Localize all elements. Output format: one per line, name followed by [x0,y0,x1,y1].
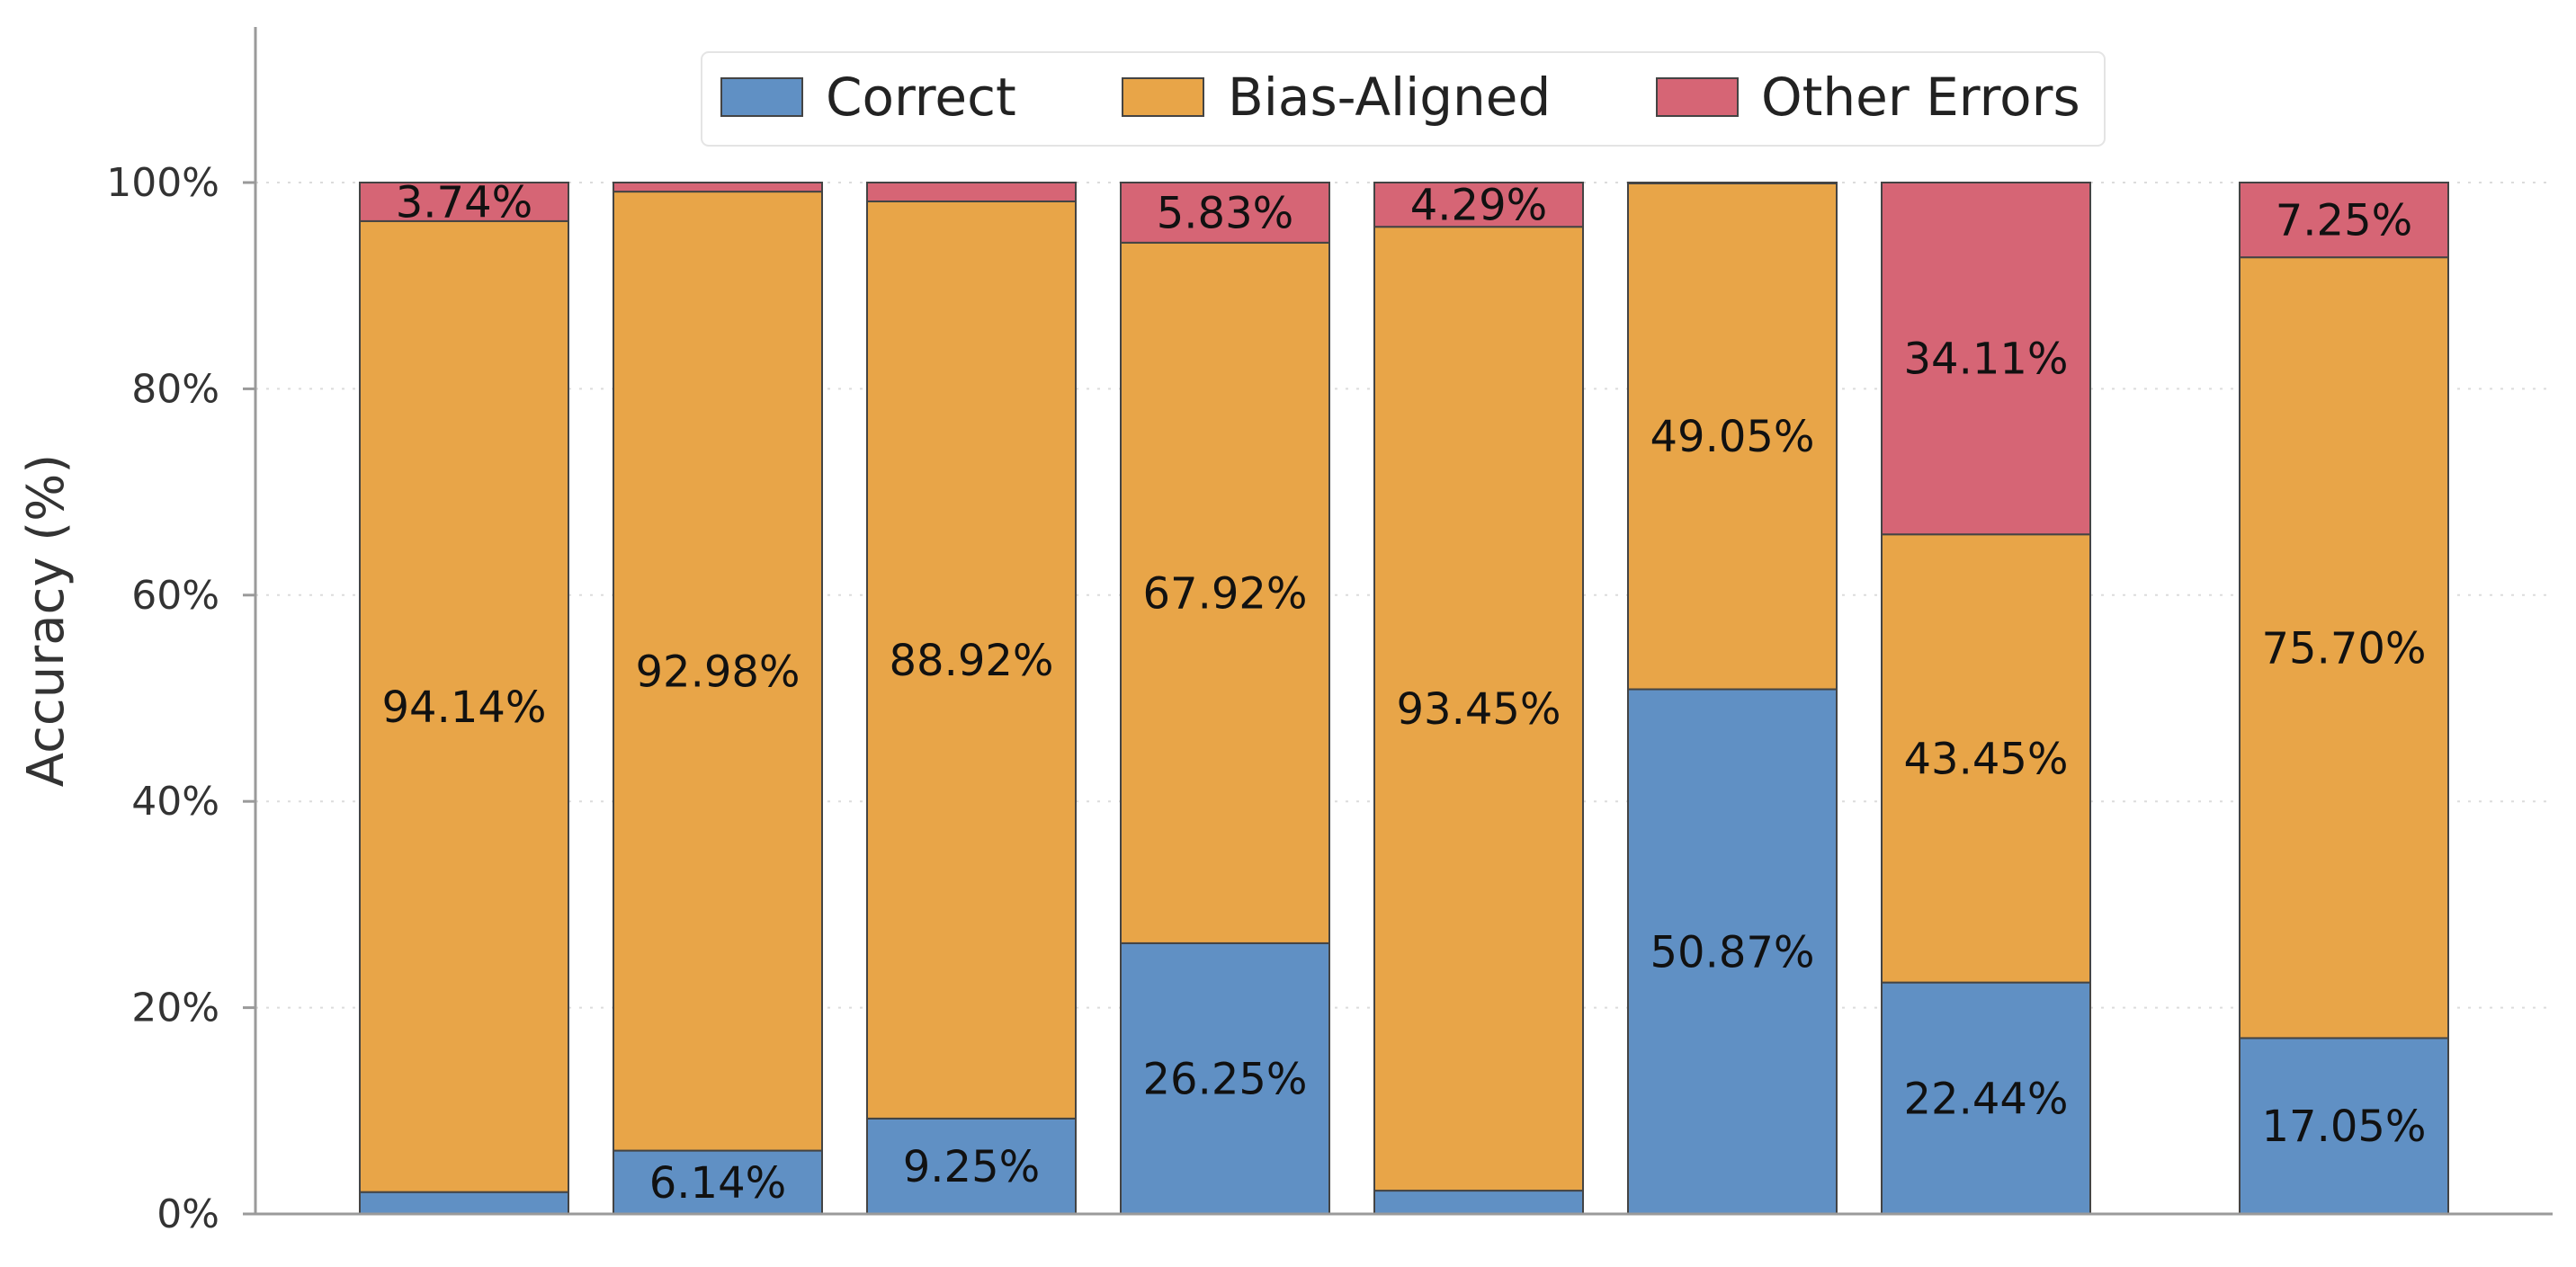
bar-value-label: 7.25% [2276,196,2412,246]
y-ticks: 0% 20% 40% 60% 80% 100% [106,160,255,1237]
bar-value-label: 3.74% [396,177,532,228]
bar-value-label: 88.92% [889,636,1053,686]
bar-value-label: 6.14% [649,1158,786,1209]
bar-segment-correct [359,1191,569,1215]
bar-segment-other-errors [1373,182,1584,228]
legend-label-other-errors: Other Errors [1761,67,2080,128]
y-tick-label: 100% [106,160,219,206]
bar-value-label: 75.70% [2261,623,2426,674]
bar-value-label: 92.98% [635,647,800,697]
bar-segment-bias-aligned [1881,533,2091,984]
bar-segment-bias-aligned [2239,256,2449,1039]
bar-segment-correct [1881,981,2091,1215]
bar-segment-correct [1373,1190,1584,1215]
bar-value-label: 43.45% [1903,734,2068,784]
bar-labels: 94.14% 3.74% 6.14% 92.98% 9.25% 88.92% 26.25% 6… [381,177,2426,1208]
bar-value-label: 50.87% [1650,927,1814,977]
bar-value-label: 93.45% [1396,684,1561,735]
bar-value-label: 67.92% [1142,568,1307,619]
bar-value-label: 94.14% [381,683,546,733]
bar-value-label: 49.05% [1650,412,1814,462]
y-tick-label: 0% [157,1191,219,1237]
bar-segment-correct [2239,1037,2449,1216]
bar-segment-correct [1627,688,1838,1215]
bar-segment-bias-aligned [866,200,1077,1120]
bar-segment-correct [866,1117,1077,1215]
bars [359,182,2449,1216]
bar-segment-bias-aligned [1373,226,1584,1192]
bar-value-label: 26.25% [1142,1054,1307,1104]
legend-label-correct: Correct [826,67,1016,128]
bar-segment-bias-aligned [613,191,823,1152]
bar-value-label: 22.44% [1903,1074,2068,1124]
bar-value-label: 4.29% [1410,181,1547,231]
bar-segment-bias-aligned [359,219,569,1193]
bar-segment-other-errors [359,182,569,222]
bar-segment-other-errors [2239,182,2449,259]
bar-value-label: 9.25% [903,1142,1040,1192]
bar-value-label: 17.05% [2261,1102,2426,1152]
bar-segment-other-errors [866,182,1077,202]
legend-swatch-bias-aligned [1122,77,1204,117]
bar-value-label: 34.11% [1903,335,2068,385]
y-tick-label: 60% [131,573,219,619]
bar-segment-bias-aligned [1120,241,1330,944]
legend: Correct Bias-Aligned Other Errors [701,51,2106,147]
legend-swatch-correct [720,77,803,117]
bar-segment-correct [613,1149,823,1216]
legend-frame [701,51,2106,147]
bar-segment-other-errors [613,182,823,193]
bar-value-label: 5.83% [1157,188,1293,238]
y-tick-label: 40% [131,779,219,825]
y-tick-label: 80% [131,366,219,412]
y-tick-label: 20% [131,986,219,1031]
axes [254,27,2553,1216]
legend-label-bias-aligned: Bias-Aligned [1228,67,1551,128]
bar-segment-other-errors [1881,182,2091,536]
y-axis-title: Accuracy (%) [17,454,76,787]
legend-swatch-other-errors [1656,77,1739,117]
bar-segment-bias-aligned [1627,182,1838,691]
bar-segment-other-errors [1120,182,1330,244]
